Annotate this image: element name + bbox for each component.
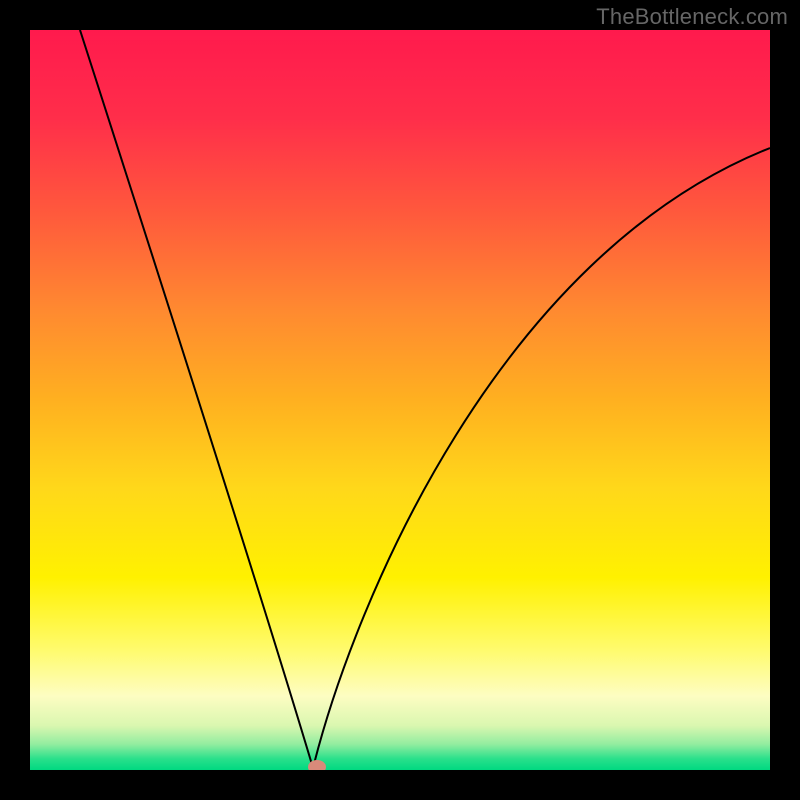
- plot-background: [30, 30, 770, 770]
- chart-frame: TheBottleneck.com: [0, 0, 800, 800]
- watermark-text: TheBottleneck.com: [596, 4, 788, 30]
- bottleneck-chart: [0, 0, 800, 800]
